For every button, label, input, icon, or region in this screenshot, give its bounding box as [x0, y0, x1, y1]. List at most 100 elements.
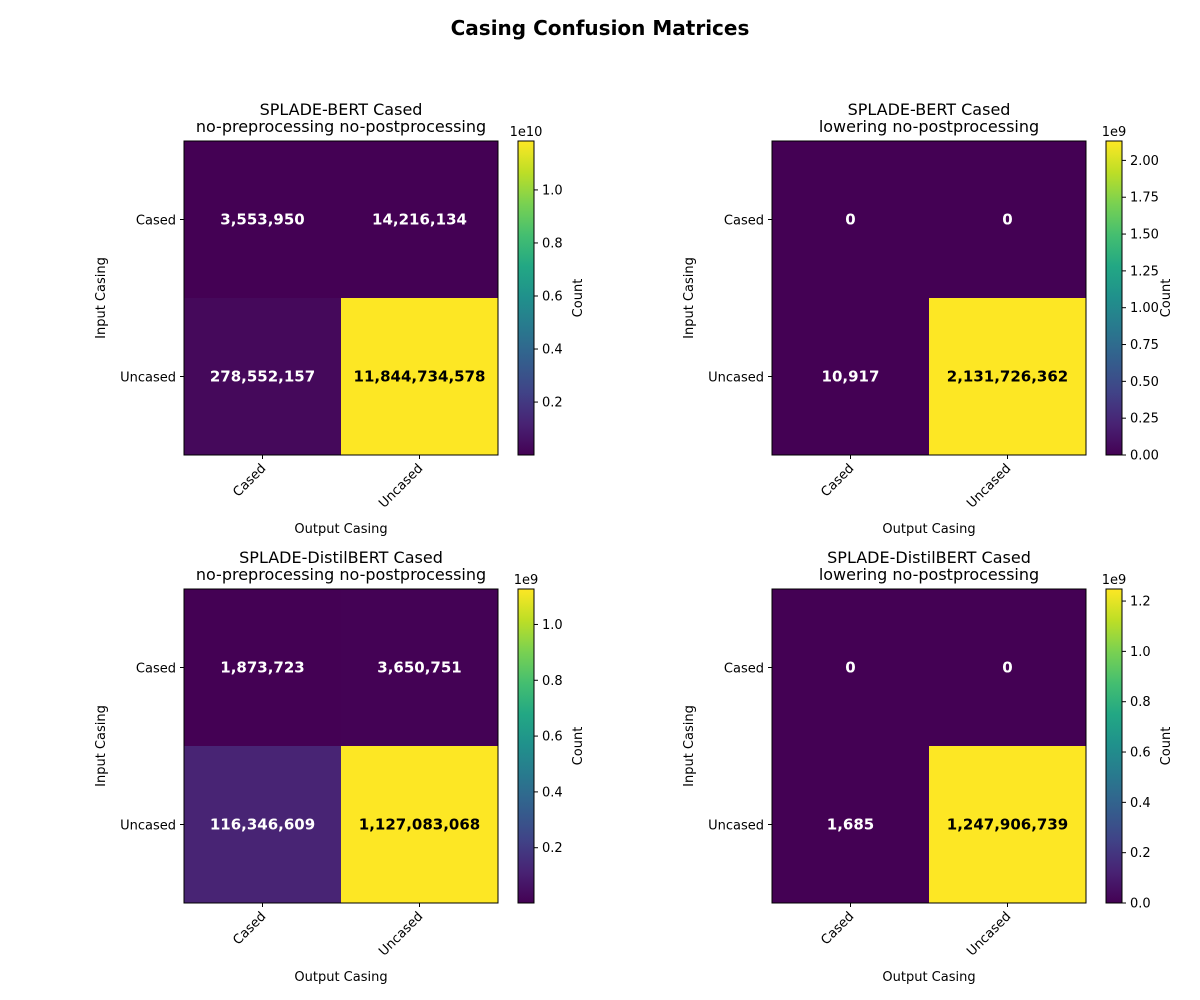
p2-colorbar-label: Count — [1159, 279, 1174, 318]
p1-colorbar-tick-label: 0.2 — [542, 396, 563, 411]
p3-x-tick-label: Cased — [230, 909, 269, 948]
p4-title: SPLADE-DistilBERT Cased — [827, 548, 1031, 567]
p1-x-tick-label: Cased — [230, 461, 269, 500]
p4-cell-label: 1,247,906,739 — [947, 816, 1068, 834]
p3-y-tick-label: Uncased — [120, 819, 176, 834]
p1-cell-label: 11,844,734,578 — [354, 368, 486, 386]
p1-x-tick-label: Uncased — [376, 461, 426, 511]
p2-colorbar-frame — [1105, 140, 1123, 456]
p4-colorbar-multiplier: 1e9 — [1102, 573, 1127, 588]
p2-colorbar-tick-label: 1.50 — [1130, 228, 1159, 243]
p3-axes-frame — [183, 588, 499, 904]
p2-x-tick-label: Cased — [818, 461, 857, 500]
p4-x-tick-label: Uncased — [964, 909, 1014, 959]
p4-x-axis-label: Output Casing — [882, 970, 975, 985]
p2-y-tick-label: Uncased — [708, 371, 764, 386]
p4-cell-label: 0 — [845, 659, 855, 677]
p4-cell-cased-uncased — [929, 589, 1086, 746]
p3-colorbar-tick-label: 0.4 — [542, 785, 563, 800]
p4-y-axis-label: Input Casing — [682, 705, 697, 787]
p1-title: SPLADE-BERT Cased — [260, 100, 423, 119]
p2-y-tick-label: Cased — [724, 214, 764, 229]
p3-colorbar-multiplier: 1e9 — [514, 573, 539, 588]
p4-colorbar-tick-label: 0.8 — [1130, 695, 1151, 710]
p2-x-tick-label: Uncased — [964, 461, 1014, 511]
p1-colorbar-frame — [517, 140, 535, 456]
p2-colorbar-tick-label: 1.25 — [1130, 264, 1159, 279]
p4-colorbar-tick-label: 0.4 — [1130, 796, 1151, 811]
p3-cell-label: 116,346,609 — [210, 816, 315, 834]
p4-colorbar-label: Count — [1159, 727, 1174, 766]
p2-colorbar-tick-label: 0.50 — [1130, 375, 1159, 390]
p4-cell-label: 0 — [1002, 659, 1012, 677]
p3-colorbar-tick-label: 0.2 — [542, 841, 563, 856]
p2-x-axis-label: Output Casing — [882, 522, 975, 537]
p1-cell-label: 14,216,134 — [372, 211, 467, 229]
p3-colorbar-label: Count — [571, 727, 586, 766]
p1-colorbar — [518, 141, 534, 455]
p3-cell-uncased-cased — [184, 746, 341, 903]
p4-y-tick-label: Cased — [724, 662, 764, 677]
p1-colorbar-multiplier: 1e10 — [510, 125, 543, 140]
p2-cell-label: 0 — [845, 211, 855, 229]
p1-y-tick-label: Cased — [136, 214, 176, 229]
p4-cell-uncased-uncased — [929, 746, 1086, 903]
p2-y-axis-label: Input Casing — [682, 257, 697, 339]
p2-colorbar-tick-label: 1.00 — [1130, 301, 1159, 316]
p4-colorbar — [1106, 589, 1122, 903]
p2-title: SPLADE-BERT Cased — [848, 100, 1011, 119]
p2-colorbar-tick-label: 0.75 — [1130, 338, 1159, 353]
p3-subtitle: no-preprocessing no-postprocessing — [196, 565, 486, 584]
p3-colorbar-tick-label: 1.0 — [542, 618, 563, 633]
p3-cell-label: 1,873,723 — [220, 659, 304, 677]
p2-colorbar-tick-label: 0.25 — [1130, 412, 1159, 427]
p3-cell-uncased-uncased — [341, 746, 498, 903]
p3-colorbar-tick-label: 0.8 — [542, 674, 563, 689]
p3-y-tick-label: Cased — [136, 662, 176, 677]
p1-cell-label: 278,552,157 — [210, 368, 315, 386]
p4-colorbar-tick-label: 0.6 — [1130, 746, 1151, 761]
p1-colorbar-tick-label: 0.8 — [542, 236, 563, 251]
p1-cell-cased-uncased — [341, 141, 498, 298]
p4-x-tick-label: Cased — [818, 909, 857, 948]
p2-cell-label: 0 — [1002, 211, 1012, 229]
p2-cell-uncased-cased — [772, 298, 929, 455]
p3-x-axis-label: Output Casing — [294, 970, 387, 985]
p1-y-axis-label: Input Casing — [94, 257, 109, 339]
p1-cell-label: 3,553,950 — [220, 211, 304, 229]
p4-cell-label: 1,685 — [827, 816, 874, 834]
p3-colorbar-frame — [517, 588, 535, 904]
p1-subtitle: no-preprocessing no-postprocessing — [196, 117, 486, 136]
p2-axes-frame — [771, 140, 1087, 456]
p4-colorbar-tick-label: 0.0 — [1130, 897, 1151, 912]
p1-cell-cased-cased — [184, 141, 341, 298]
p1-cell-uncased-uncased — [341, 298, 498, 455]
p4-subtitle: lowering no-postprocessing — [819, 565, 1039, 584]
p1-cell-uncased-cased — [184, 298, 341, 455]
p1-y-tick-label: Uncased — [120, 371, 176, 386]
p2-cell-label: 2,131,726,362 — [947, 368, 1068, 386]
p3-cell-cased-cased — [184, 589, 341, 746]
p4-colorbar-tick-label: 1.0 — [1130, 645, 1151, 660]
p3-cell-label: 1,127,083,068 — [359, 816, 480, 834]
p4-colorbar-tick-label: 0.2 — [1130, 846, 1151, 861]
p3-title: SPLADE-DistilBERT Cased — [239, 548, 443, 567]
p1-x-axis-label: Output Casing — [294, 522, 387, 537]
figure-title: Casing Confusion Matrices — [450, 16, 750, 40]
p4-y-tick-label: Uncased — [708, 819, 764, 834]
p1-axes-frame — [183, 140, 499, 456]
p2-colorbar-multiplier: 1e9 — [1102, 125, 1127, 140]
p4-cell-uncased-cased — [772, 746, 929, 903]
p1-colorbar-tick-label: 0.4 — [542, 343, 563, 358]
p2-cell-cased-cased — [772, 141, 929, 298]
p1-colorbar-tick-label: 1.0 — [542, 183, 563, 198]
p3-x-tick-label: Uncased — [376, 909, 426, 959]
p4-colorbar-frame — [1105, 588, 1123, 904]
p2-cell-label: 10,917 — [822, 368, 880, 386]
p2-colorbar-tick-label: 2.00 — [1130, 154, 1159, 169]
p3-colorbar-tick-label: 0.6 — [542, 730, 563, 745]
p2-colorbar-tick-label: 1.75 — [1130, 191, 1159, 206]
p2-colorbar-tick-label: 0.00 — [1130, 449, 1159, 464]
p3-cell-label: 3,650,751 — [377, 659, 461, 677]
